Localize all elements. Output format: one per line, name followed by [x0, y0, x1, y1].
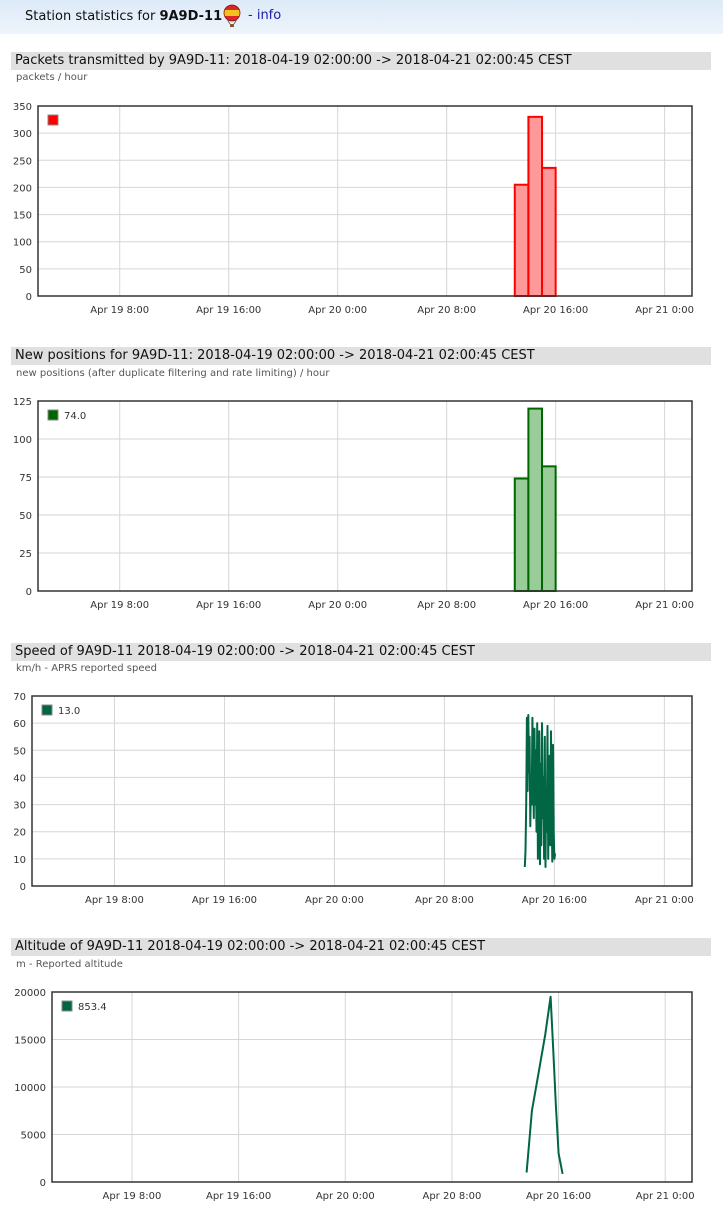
y-tick-label: 0 — [20, 882, 26, 893]
y-tick-label: 40 — [13, 773, 26, 784]
x-tick-label: Apr 21 0:00 — [635, 305, 694, 316]
plot-frame — [51, 991, 693, 1183]
y-tick-label: 60 — [13, 719, 26, 730]
x-tick-label: Apr 21 0:00 — [635, 600, 694, 611]
altitude-chart-subtitle: m - Reported altitude — [16, 959, 123, 970]
title-prefix: Station statistics for — [25, 9, 156, 24]
altitude-chart-title: Altitude of 9A9D-11 2018-04-19 02:00:00 … — [11, 938, 711, 956]
y-tick-label: 25 — [19, 549, 32, 560]
x-tick-label: Apr 19 16:00 — [192, 895, 257, 906]
x-tick-label: Apr 20 8:00 — [415, 895, 474, 906]
legend-label: 853.4 — [78, 1002, 107, 1013]
legend-swatch — [47, 409, 59, 421]
y-tick-label: 0 — [26, 587, 32, 598]
speed-chart-subtitle: km/h - APRS reported speed — [16, 663, 157, 674]
series-line — [523, 714, 557, 868]
x-tick-label: Apr 21 0:00 — [636, 1191, 695, 1202]
y-tick-label: 70 — [13, 692, 26, 703]
y-tick-label: 250 — [13, 156, 32, 167]
x-tick-label: Apr 20 16:00 — [523, 305, 588, 316]
packets-chart: 0 50 100 150 200 250 300 350 Apr 19 8:00 Apr 19 1… — [13, 102, 694, 316]
station-header: Station statistics for 9A9D-11 - info — [0, 0, 723, 34]
y-tick-label: 0 — [26, 292, 32, 303]
bar — [527, 407, 544, 592]
y-tick-label: 50 — [19, 265, 32, 276]
bar — [513, 477, 530, 592]
x-tick-label: Apr 19 8:00 — [85, 895, 144, 906]
x-tick-label: Apr 20 16:00 — [523, 600, 588, 611]
plot-frame — [37, 400, 693, 592]
y-tick-label: 50 — [19, 511, 32, 522]
y-tick-label: 10000 — [14, 1083, 46, 1094]
y-tick-label: 150 — [13, 211, 32, 222]
balloon-icon — [223, 4, 241, 27]
y-tick-label: 300 — [13, 129, 32, 140]
legend-swatch — [61, 1000, 73, 1012]
x-tick-label: Apr 19 16:00 — [196, 305, 261, 316]
bar — [541, 465, 557, 592]
y-tick-label: 20000 — [14, 988, 46, 999]
positions-chart-subtitle: new positions (after duplicate filtering… — [16, 368, 330, 379]
y-tick-label: 20 — [13, 828, 26, 839]
x-tick-label: Apr 20 0:00 — [316, 1191, 375, 1202]
bar — [541, 166, 557, 297]
x-tick-label: Apr 19 16:00 — [196, 600, 261, 611]
x-tick-label: Apr 20 0:00 — [308, 600, 367, 611]
x-tick-label: Apr 19 16:00 — [206, 1191, 271, 1202]
info-link[interactable]: info — [256, 8, 282, 23]
legend-swatch — [41, 704, 53, 716]
y-tick-label: 100 — [13, 435, 32, 446]
y-tick-label: 350 — [13, 102, 32, 113]
positions-chart: 0 25 50 75 100 125 Apr 19 8:00 Apr 19 16:00 Apr … — [13, 397, 694, 611]
x-tick-label: Apr 20 0:00 — [308, 305, 367, 316]
y-tick-label: 15000 — [14, 1036, 46, 1047]
packets-chart-title: Packets transmitted by 9A9D-11: 2018-04-… — [11, 52, 711, 70]
x-tick-label: Apr 20 8:00 — [417, 600, 476, 611]
page-title: Station statistics for 9A9D-11 — [25, 9, 222, 24]
y-tick-label: 5000 — [21, 1131, 46, 1142]
x-tick-label: Apr 21 0:00 — [635, 895, 694, 906]
info-link-wrap: - info — [248, 8, 281, 23]
x-tick-label: Apr 20 16:00 — [526, 1191, 591, 1202]
y-tick-label: 30 — [13, 801, 26, 812]
y-tick-label: 100 — [13, 238, 32, 249]
y-tick-label: 75 — [19, 473, 32, 484]
legend-label: 74.0 — [64, 411, 86, 422]
packets-chart-subtitle: packets / hour — [16, 72, 88, 83]
y-tick-label: 0 — [40, 1178, 46, 1189]
legend-label: 13.0 — [58, 706, 80, 717]
info-separator: - — [248, 8, 257, 23]
y-tick-label: 200 — [13, 183, 32, 194]
bar — [513, 183, 530, 297]
y-tick-label: 125 — [13, 397, 32, 408]
plot-frame — [31, 695, 693, 887]
x-tick-label: Apr 20 8:00 — [422, 1191, 481, 1202]
altitude-chart: 0 5000 10000 15000 20000 Apr 19 8:00 Apr 19 16… — [14, 988, 695, 1202]
series-line — [525, 995, 564, 1175]
positions-chart-title: New positions for 9A9D-11: 2018-04-19 02… — [11, 347, 711, 365]
x-tick-label: Apr 20 0:00 — [305, 895, 364, 906]
plot-frame — [37, 105, 693, 297]
y-tick-label: 10 — [13, 855, 26, 866]
callsign: 9A9D-11 — [159, 9, 223, 24]
x-tick-label: Apr 20 8:00 — [417, 305, 476, 316]
bar — [527, 115, 544, 297]
x-tick-label: Apr 19 8:00 — [103, 1191, 162, 1202]
speed-chart-title: Speed of 9A9D-11 2018-04-19 02:00:00 -> … — [11, 643, 711, 661]
x-tick-label: Apr 19 8:00 — [90, 600, 149, 611]
legend-swatch — [47, 114, 59, 126]
y-tick-label: 50 — [13, 746, 26, 757]
x-tick-label: Apr 19 8:00 — [90, 305, 149, 316]
x-tick-label: Apr 20 16:00 — [522, 895, 587, 906]
speed-chart: 0 10 20 30 40 50 60 70 Apr 19 8:00 Apr 19 16:00 Ap… — [13, 692, 694, 906]
